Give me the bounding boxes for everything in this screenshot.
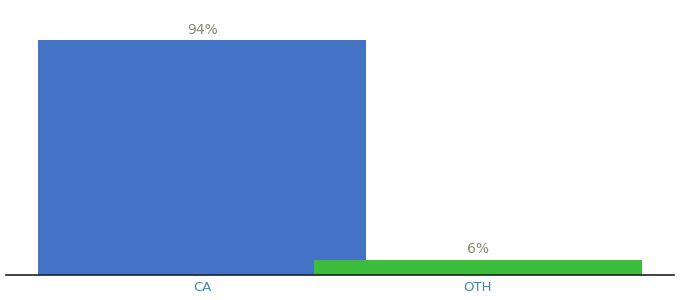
Bar: [38, 40, 367, 274]
Bar: [313, 260, 642, 274]
Text: 6%: 6%: [466, 242, 489, 256]
Text: 94%: 94%: [187, 23, 218, 37]
